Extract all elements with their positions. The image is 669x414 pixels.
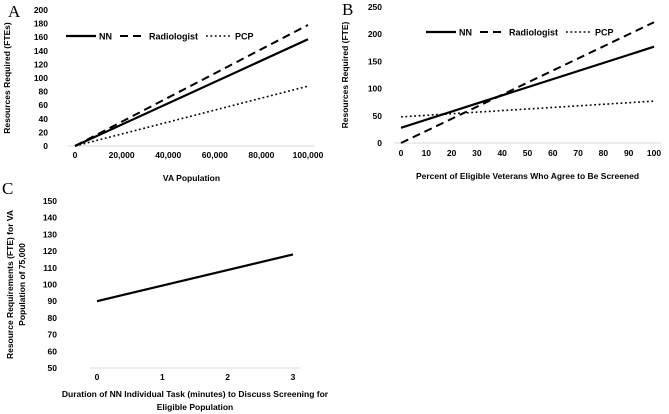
y-tick-label: 200 xyxy=(34,5,48,15)
x-tick-label: 20,000 xyxy=(109,150,135,160)
y-tick-label: 120 xyxy=(43,246,57,256)
panel-label-a: A xyxy=(8,2,21,21)
x-tick-label: 70 xyxy=(573,148,583,158)
x-tick-label: 80,000 xyxy=(248,150,274,160)
x-tick-label: 0 xyxy=(95,372,100,382)
x-tick-label: 2 xyxy=(225,372,230,382)
series-line-pcp xyxy=(74,85,309,147)
x-axis-title: Eligible Population xyxy=(157,402,234,412)
x-axis-title: VA Population xyxy=(163,173,220,183)
series-line-nn-fte-requirement xyxy=(96,253,294,303)
y-tick-label: 20 xyxy=(39,127,49,137)
x-tick-label: 50 xyxy=(523,148,533,158)
y-axis-title: Resource Requirements (FTE) for VA xyxy=(5,210,15,359)
x-tick-label: 40,000 xyxy=(155,150,181,160)
x-tick-label: 0 xyxy=(399,148,404,158)
legend-label: PCP xyxy=(235,32,254,42)
x-tick-label: 0 xyxy=(73,150,78,160)
y-tick-label: 0 xyxy=(43,141,48,151)
y-tick-label: 80 xyxy=(39,87,49,97)
x-tick-label: 3 xyxy=(291,372,296,382)
series-line-pcp xyxy=(400,100,655,118)
y-tick-label: 110 xyxy=(43,263,57,273)
y-tick-label: 60 xyxy=(39,100,49,110)
legend-label: Radiologist xyxy=(149,32,198,42)
y-tick-label: 70 xyxy=(48,330,58,340)
series-line-nn xyxy=(400,45,655,129)
x-axis-title: Duration of NN Individual Task (minutes)… xyxy=(62,389,329,399)
y-tick-label: 60 xyxy=(48,346,58,356)
x-tick-label: 20 xyxy=(447,148,457,158)
y-tick-label: 150 xyxy=(368,56,382,66)
y-tick-label: 0 xyxy=(377,138,382,148)
chart-a-va-population: 0 20 40 60 80 100 120 140 160 180 200 0 20,000 40,000… xyxy=(2,5,324,183)
legend-label: NN xyxy=(99,32,112,42)
chart-c-task-duration: 50 60 70 80 90 100 110 120 130 140 150 0 1 2 3 Duration… xyxy=(5,196,329,412)
chart-b-percent-screened: 0 50 100 150 200 250 0 10 20 30 40 50 60 70 80 90 100 Per… xyxy=(340,2,661,181)
legend-label: NN xyxy=(459,28,472,38)
y-tick-label: 140 xyxy=(43,213,57,223)
series-line-radiologist xyxy=(74,24,309,147)
y-tick-label: 160 xyxy=(34,32,48,42)
y-axis-title: Resources Required (FTE) xyxy=(340,21,350,128)
panel-label-b: B xyxy=(342,0,354,19)
legend-label: Radiologist xyxy=(509,28,558,38)
x-tick-label: 30 xyxy=(472,148,482,158)
x-tick-label: 80 xyxy=(599,148,609,158)
x-tick-label: 10 xyxy=(422,148,432,158)
y-tick-label: 50 xyxy=(373,111,383,121)
x-tick-label: 40 xyxy=(497,148,507,158)
x-tick-label: 100,000 xyxy=(293,150,324,160)
x-axis-title: Percent of Eligible Veterans Who Agree t… xyxy=(416,171,639,181)
y-tick-label: 100 xyxy=(43,280,57,290)
y-tick-label: 50 xyxy=(48,363,58,373)
y-tick-label: 140 xyxy=(34,46,48,56)
y-tick-label: 90 xyxy=(48,296,58,306)
x-tick-label: 60 xyxy=(548,148,558,158)
y-tick-label: 120 xyxy=(34,59,48,69)
x-tick-label: 100 xyxy=(647,148,661,158)
y-tick-label: 100 xyxy=(34,73,48,83)
y-tick-label: 150 xyxy=(43,196,57,206)
legend-label: PCP xyxy=(595,28,614,38)
x-tick-label: 90 xyxy=(624,148,634,158)
y-tick-label: 200 xyxy=(368,29,382,39)
y-tick-label: 80 xyxy=(48,313,58,323)
panel-label-c: C xyxy=(2,179,14,198)
y-tick-label: 130 xyxy=(43,229,57,239)
y-tick-label: 250 xyxy=(368,2,382,12)
x-tick-label: 60,000 xyxy=(202,150,228,160)
y-tick-label: 180 xyxy=(34,19,48,29)
y-tick-label: 40 xyxy=(39,114,49,124)
y-tick-label: 100 xyxy=(368,84,382,94)
y-axis-title: Population of 75,000 xyxy=(17,243,27,326)
series-line-nn xyxy=(74,38,309,148)
series-line-radiologist xyxy=(400,21,655,144)
x-tick-label: 1 xyxy=(160,372,165,382)
y-axis-title: Resources Required (FTEs) xyxy=(2,22,12,134)
